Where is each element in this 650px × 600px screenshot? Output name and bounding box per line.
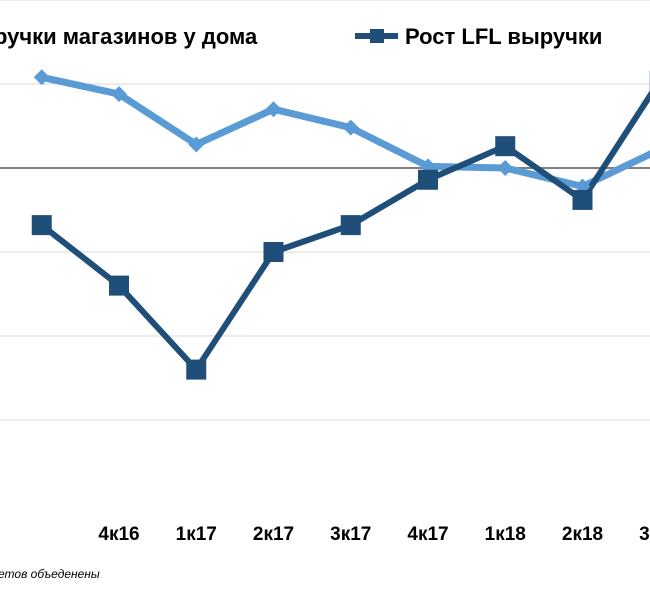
data-point-lfl bbox=[572, 189, 593, 210]
footnote: етов объеденены bbox=[0, 567, 100, 581]
data-point-revenue bbox=[111, 86, 127, 103]
x-tick-label: 4к17 bbox=[407, 524, 448, 545]
series-line-revenue bbox=[41, 73, 650, 190]
x-axis-ticks: 4к161к172к173к174к171к182к183к184к bbox=[98, 524, 650, 545]
series-lines bbox=[31, 69, 650, 380]
data-point-lfl bbox=[186, 359, 207, 380]
x-tick-label: 1к18 bbox=[485, 524, 526, 545]
x-tick-label: 1к17 bbox=[176, 524, 217, 545]
data-point-revenue bbox=[342, 119, 359, 136]
series-line-lfl bbox=[39, 90, 650, 373]
x-tick-label: 3к18 bbox=[639, 524, 650, 545]
x-tick-label: 2к17 bbox=[253, 524, 294, 545]
data-point-revenue bbox=[188, 136, 205, 153]
x-tick-label: 2к18 bbox=[562, 524, 603, 545]
data-point-lfl bbox=[263, 242, 284, 262]
data-point-revenue bbox=[33, 69, 50, 86]
legend-label-lfl: Рост LFL выручки bbox=[405, 24, 602, 49]
x-tick-label: 3к17 bbox=[330, 524, 371, 545]
data-point-lfl bbox=[109, 275, 129, 296]
data-point-lfl bbox=[340, 215, 361, 236]
gridlines bbox=[0, 0, 650, 421]
legend-label-revenue: ручки магазинов у дома bbox=[0, 24, 258, 49]
x-tick-label: 4к16 bbox=[98, 524, 139, 545]
legend-marker-lfl bbox=[370, 29, 384, 43]
data-point-lfl bbox=[495, 136, 516, 157]
data-point-lfl bbox=[31, 215, 52, 236]
data-point-revenue bbox=[497, 160, 514, 176]
data-point-lfl bbox=[418, 169, 438, 190]
data-point-revenue bbox=[265, 101, 282, 118]
legend: ручки магазинов у дома Рост LFL выручки bbox=[0, 24, 602, 49]
